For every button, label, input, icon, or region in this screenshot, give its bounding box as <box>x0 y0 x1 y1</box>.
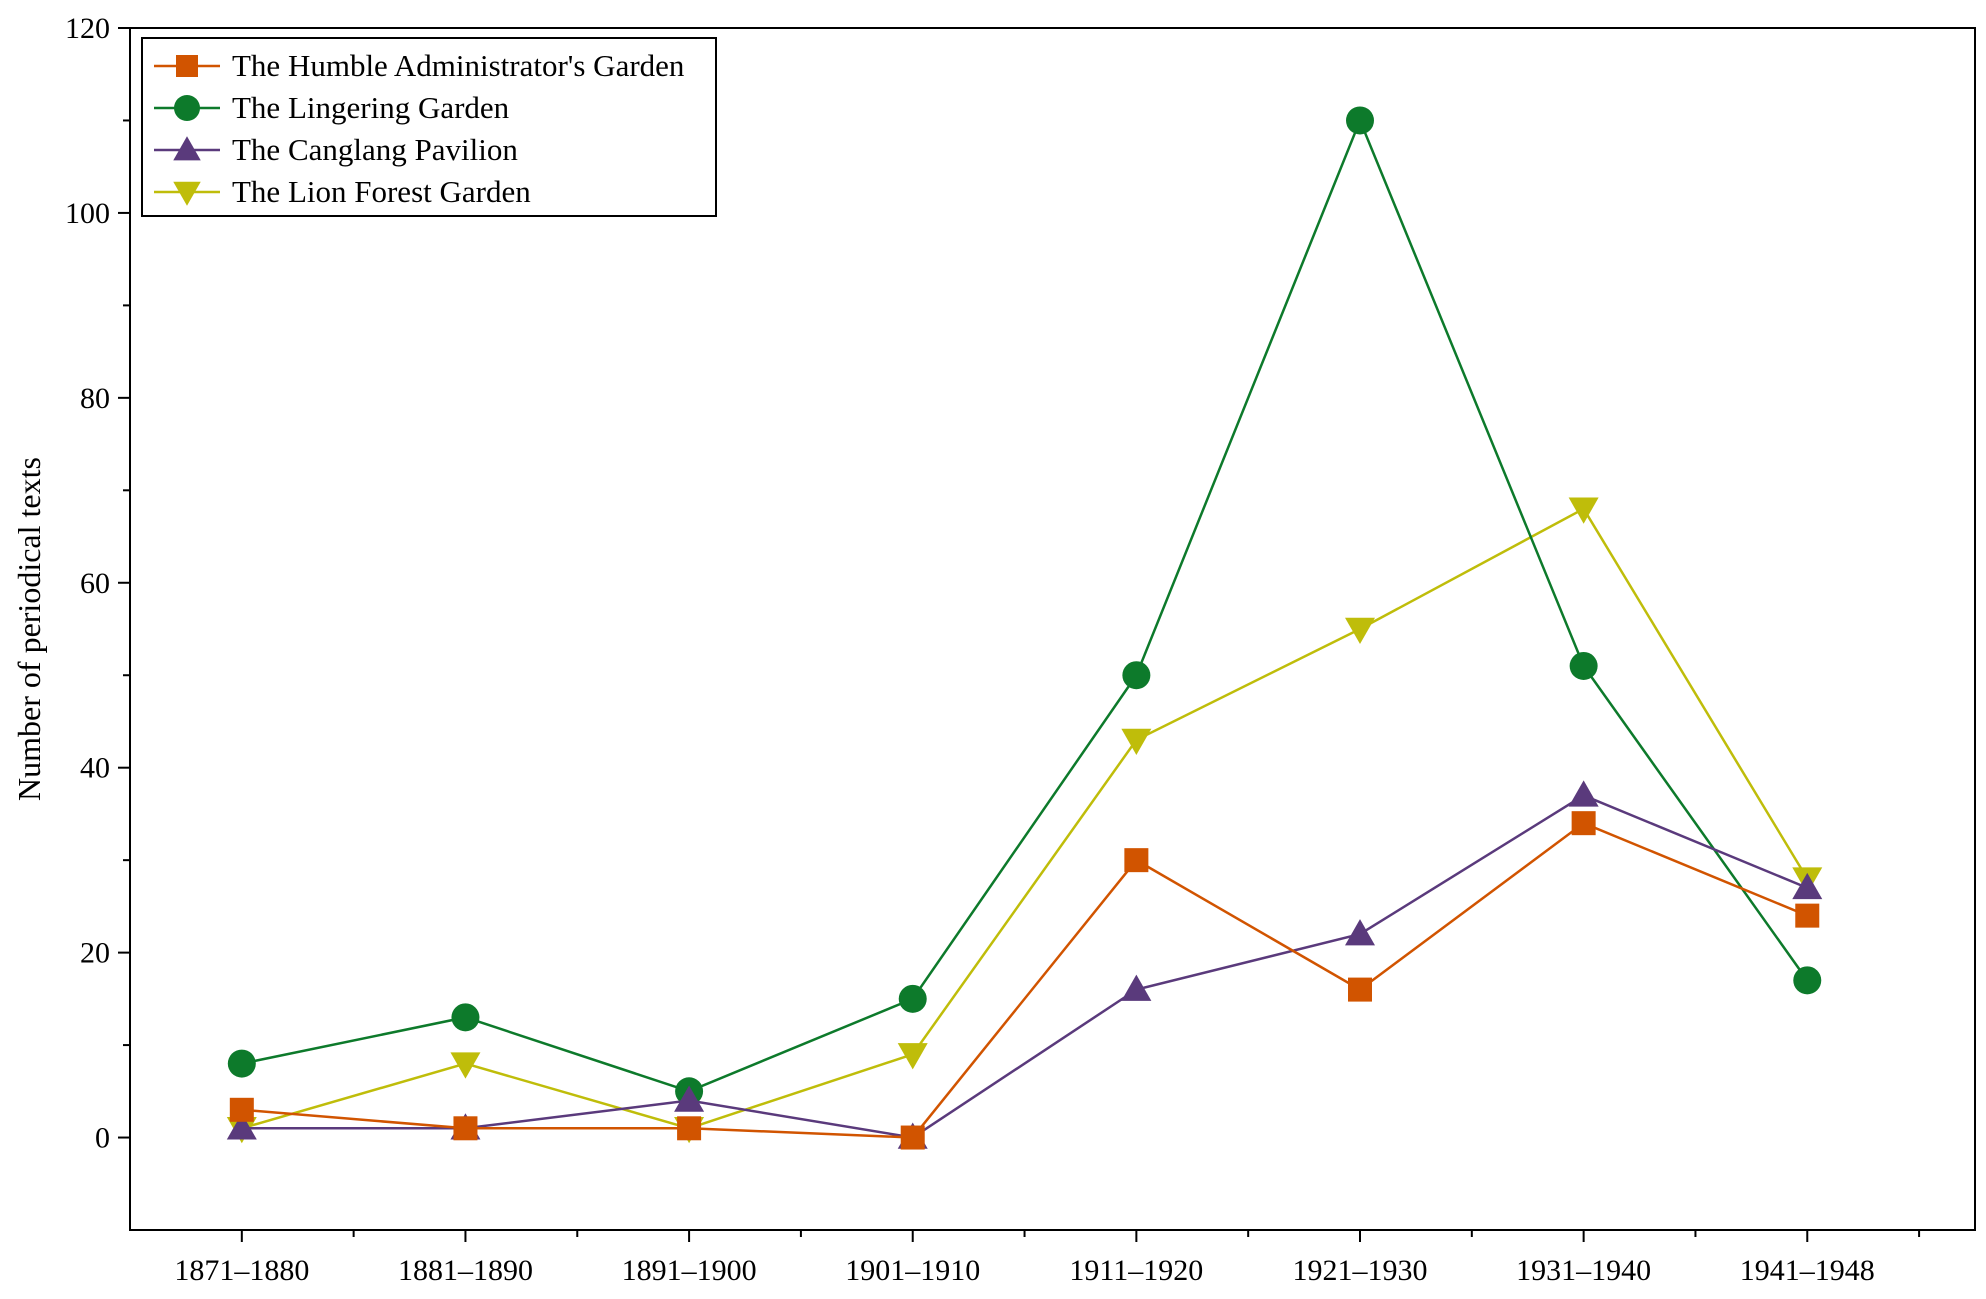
series-layer <box>226 106 1823 1150</box>
data-point <box>226 1113 257 1140</box>
y-tick-label: 0 <box>95 1122 110 1155</box>
data-point <box>1793 966 1822 995</box>
data-point <box>1571 811 1596 836</box>
data-point <box>453 1116 478 1141</box>
data-point <box>674 1085 705 1112</box>
data-point <box>898 984 927 1013</box>
x-tick-label: 1871–1880 <box>174 1254 309 1287</box>
data-point <box>450 1052 481 1079</box>
data-point <box>1569 651 1598 680</box>
data-point <box>174 95 200 121</box>
legend-item: The Canglang Pavilion <box>154 132 518 167</box>
data-point <box>173 136 201 161</box>
x-tick-label: 1891–1900 <box>622 1254 757 1287</box>
legend-label: The Canglang Pavilion <box>232 132 518 167</box>
y-tick-label: 60 <box>80 567 110 600</box>
series-line <box>241 821 1808 1139</box>
data-point <box>227 1049 256 1078</box>
y-tick-label: 120 <box>65 12 110 45</box>
data-point <box>176 55 198 77</box>
series-2 <box>227 106 1822 1106</box>
data-point <box>1795 903 1820 928</box>
data-point <box>451 1003 480 1032</box>
data-point <box>1121 974 1152 1001</box>
data-point <box>1792 872 1823 900</box>
data-point <box>1121 728 1152 755</box>
x-tick-label: 1881–1890 <box>398 1254 533 1287</box>
legend-box <box>141 37 717 217</box>
series-line <box>241 117 1809 1093</box>
y-axis-title: Number of periodical texts <box>11 457 47 801</box>
plot-frame <box>129 27 1976 1231</box>
x-tick-label: 1921–1930 <box>1293 1254 1428 1287</box>
x-tick-label: 1901–1910 <box>845 1254 980 1287</box>
axes: 0 20 40 60 80 100 120 1871–1880 1881–1890 1891–19… <box>65 12 1976 1287</box>
y-tick-label: 20 <box>80 937 110 970</box>
data-point <box>1568 780 1599 807</box>
data-point <box>1346 106 1374 135</box>
data-point <box>173 181 201 206</box>
legend-item: The Humble Administrator's Garden <box>154 48 685 83</box>
data-point <box>229 1097 254 1122</box>
legend-label: The Lingering Garden <box>232 90 510 125</box>
data-point <box>1568 497 1599 524</box>
data-point <box>1122 661 1151 690</box>
x-tick-label: 1911–1920 <box>1069 1254 1203 1287</box>
x-tick-label: 1931–1940 <box>1516 1254 1651 1287</box>
y-tick-label: 40 <box>80 752 110 785</box>
data-point <box>1124 848 1149 873</box>
data-point <box>677 1116 702 1141</box>
y-tick-label: 80 <box>80 382 110 415</box>
data-point <box>1345 617 1375 644</box>
legend-item: The Lingering Garden <box>154 90 510 125</box>
legend: The Humble Administrator's Garden The Lin… <box>141 37 717 217</box>
data-point <box>1345 919 1375 946</box>
series-line <box>241 794 1808 1139</box>
legend-label: The Humble Administrator's Garden <box>232 48 685 83</box>
legend-item: The Lion Forest Garden <box>154 174 531 209</box>
x-tick-label: 1941–1948 <box>1740 1254 1875 1287</box>
series-line <box>241 507 1809 1130</box>
legend-label: The Lion Forest Garden <box>232 174 531 209</box>
y-tick-label: 100 <box>65 197 110 230</box>
data-point <box>1348 977 1372 1002</box>
data-point <box>897 1043 928 1070</box>
data-point <box>900 1125 925 1150</box>
series-1 <box>229 811 1820 1150</box>
